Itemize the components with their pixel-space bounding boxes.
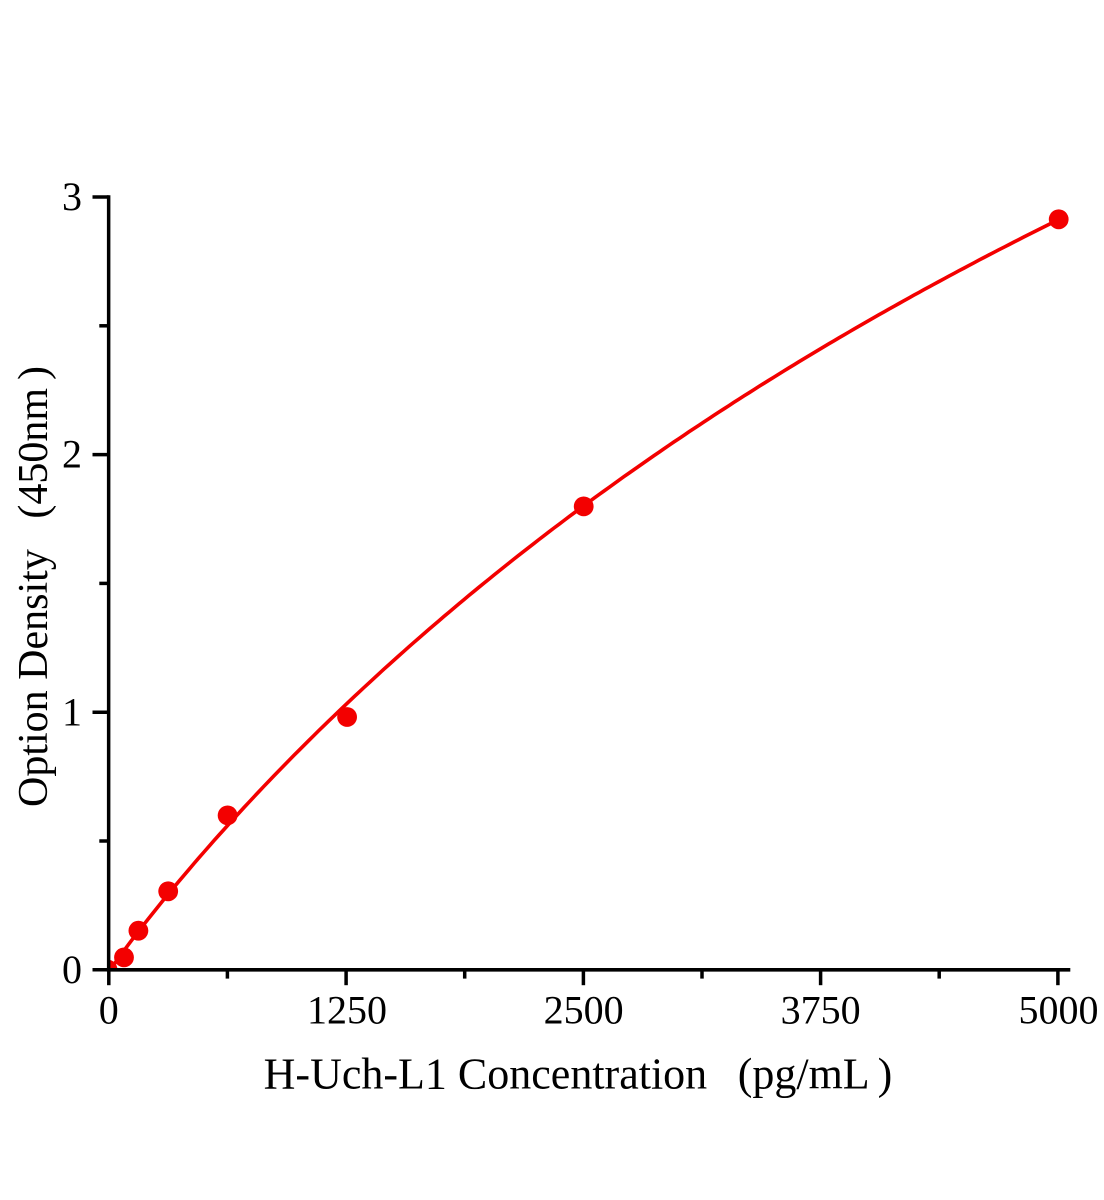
svg-text:1: 1 <box>62 689 82 734</box>
svg-text:5000: 5000 <box>1019 988 1099 1033</box>
svg-text:2: 2 <box>62 432 82 477</box>
svg-text:2500: 2500 <box>544 988 624 1033</box>
svg-text:3750: 3750 <box>781 988 861 1033</box>
svg-text:Option Density(450nm): Option Density(450nm) <box>11 366 57 807</box>
svg-text:H-Uch-L1 Concentration(pg/mL): H-Uch-L1 Concentration (pg/mL) <box>264 1050 893 1099</box>
svg-text:1250: 1250 <box>307 988 387 1033</box>
svg-text:3: 3 <box>62 174 82 219</box>
svg-text:0: 0 <box>99 988 119 1033</box>
svg-text:0: 0 <box>62 947 82 992</box>
